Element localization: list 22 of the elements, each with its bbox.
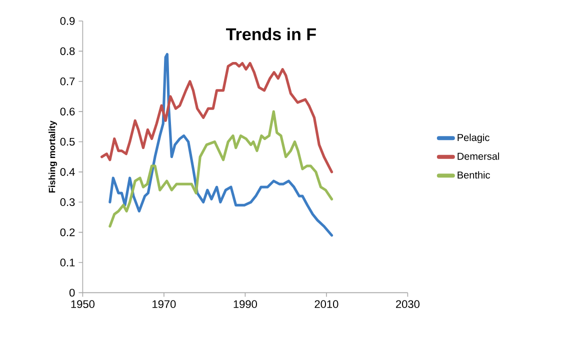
legend-label: Demersal [458, 152, 500, 160]
y-axis-title: Fishing mortality [48, 120, 58, 193]
x-tick-label: 2010 [314, 300, 338, 308]
x-tick-label: 1990 [234, 300, 257, 308]
line-series [108, 52, 334, 237]
y-tick-label: 0.5 [60, 138, 75, 146]
y-tick-label: 0.7 [60, 78, 75, 86]
x-tick-label: 1950 [71, 300, 94, 308]
y-tick-label: 0.2 [60, 228, 75, 236]
y-tick-label: 0.3 [60, 198, 75, 206]
x-tick-label: 2030 [396, 300, 420, 308]
y-tick-label: 0.1 [60, 258, 75, 266]
y-tick-label: 0.9 [60, 17, 75, 25]
x-tick-label: 1970 [152, 300, 176, 308]
y-tick-label: 0.6 [60, 108, 75, 116]
legend-label: Benthic [458, 171, 490, 179]
y-tick-label: 0 [69, 288, 75, 297]
y-tick-label: 0.8 [60, 47, 75, 56]
y-tick-label: 0.4 [60, 168, 75, 176]
legend-label: Pelagic [458, 134, 490, 144]
line-series [100, 62, 334, 174]
chart-title: Trends in F [226, 28, 316, 40]
